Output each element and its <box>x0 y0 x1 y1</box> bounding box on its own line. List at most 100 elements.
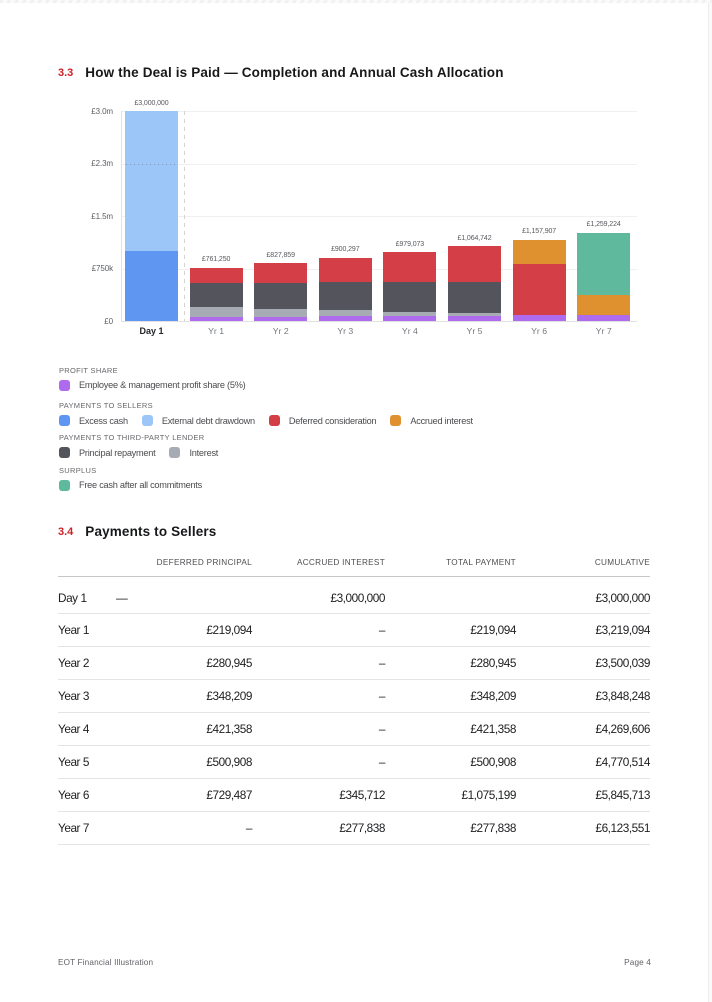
table-cell: Year 5 <box>58 745 110 779</box>
x-axis-tick-label-yr-4: Yr 4 <box>401 326 418 336</box>
legend-items-row: Employee & management profit share (5%) <box>59 379 259 391</box>
bar-segment-interest <box>448 313 501 316</box>
bar-segment-interest <box>189 307 243 318</box>
cash-allocation-stacked-bar-chart: £0 £750k £1.5m £2.3m £3.0m £3,000,000 Day 1 £76… <box>58 95 654 343</box>
legend-items-row: Principal repayment Interest <box>59 447 232 459</box>
legend-item-deferred-consideration: Deferred consideration <box>268 415 377 427</box>
legend-item-principal-repayment: Principal repayment <box>59 447 156 459</box>
legend-group-label: PAYMENTS TO THIRD-PARTY LENDER <box>59 433 205 442</box>
table-cell: £729,487 <box>110 778 252 812</box>
table-cell: £3,500,039 <box>516 646 650 680</box>
legend-swatch-icon <box>141 415 153 426</box>
legend-swatch-icon <box>390 415 402 426</box>
table-cell: – <box>252 712 385 746</box>
x-axis-tick-label-yr-7: Yr 7 <box>595 326 612 336</box>
table-cell: Year 2 <box>58 646 110 680</box>
x-axis-tick-label-yr-2: Yr 2 <box>272 326 289 336</box>
table-cell: – <box>252 613 385 647</box>
table-cell: £219,094 <box>385 613 516 647</box>
table-cell: £277,838 <box>252 811 385 845</box>
section-3-3-number: 3.3 <box>58 67 74 79</box>
section-3-4-heading: 3.4 Payments to Sellers <box>58 523 216 541</box>
table-cell: £4,770,514 <box>516 745 650 779</box>
table-row-year-6: Year 6 £729,487 £345,712 £1,075,199 £5,845,7… <box>58 778 650 812</box>
bar-total-label-yr-6: £1,157,907 <box>522 228 557 236</box>
bar-segment-deferred-consideration <box>512 264 566 316</box>
footer-page-number: Page 4 <box>624 957 651 967</box>
table-cell: £3,000,000 <box>252 576 385 614</box>
bar-segment-employee-management-profit-share-5 <box>577 314 631 321</box>
legend-group-label: SURPLUS <box>59 465 97 475</box>
table-header-cumulative: CUMULATIVE <box>516 556 650 577</box>
table-cell: £5,845,713 <box>516 778 650 812</box>
y-axis-tick-label: £750k <box>91 264 113 273</box>
table-row-year-4: Year 4 £421,358– £421,358 £4,269,606 <box>58 712 650 746</box>
legend-item-employee-management-profit-share-5: Employee & management profit share (5%) <box>59 379 246 391</box>
legend-item-free-cash-after-all-commitments: Free cash after all commitments <box>59 479 202 491</box>
gridline-15m <box>120 216 637 217</box>
bar-segment-principal-repayment <box>189 283 243 308</box>
table-cell: £421,358 <box>385 712 516 746</box>
legend-swatch-icon <box>59 447 70 458</box>
legend-items-row: Excess cash External debt drawdown Deferre… <box>59 415 487 427</box>
legend-group-label: PROFIT SHARE <box>59 365 118 375</box>
bar-segment-deferred-consideration <box>189 267 243 284</box>
legend-item-label: Excess cash <box>79 415 128 426</box>
gridline-750k <box>120 268 637 270</box>
table-header-accrued-interest: ACCRUED INTEREST <box>252 556 385 577</box>
bar-segment-employee-management-profit-share-5 <box>318 316 372 321</box>
bar-total-label-yr-2: £827,859 <box>266 251 295 259</box>
bar-segment-principal-repayment <box>383 281 437 312</box>
page-right-edge-line <box>708 3 709 1002</box>
bar-segment-principal-repayment <box>254 282 308 309</box>
table-row-year-2: Year 2 £280,945– £280,945 £3,500,039 <box>58 646 650 680</box>
bar-segment-employee-management-profit-share-5 <box>189 317 243 321</box>
table-cell: £4,269,606 <box>516 712 650 746</box>
y-axis-tick-label: £2.3m <box>91 159 113 168</box>
x-axis-tick-label-yr-5: Yr 5 <box>466 326 483 336</box>
bar-total-label-yr-4: £979,073 <box>395 240 425 248</box>
legend-item-label: Deferred consideration <box>288 415 377 426</box>
payments-to-sellers-table: DEFERRED PRINCIPAL ACCRUED INTEREST TOTAL … <box>58 556 650 845</box>
footer-document-title: EOT Financial Illustration <box>58 957 154 967</box>
table-cell: Year 4 <box>58 712 110 746</box>
gridline-0 <box>120 321 637 322</box>
legend-swatch-icon <box>169 447 181 458</box>
bar-segment-accrued-interest <box>512 239 566 265</box>
table-cell: £3,000,000 <box>516 576 650 614</box>
legend-item-label: Free cash after all commitments <box>79 480 202 490</box>
bar-segment-deferred-consideration <box>448 246 501 282</box>
bar-segment-interest <box>318 310 372 317</box>
bar-segment-external-debt-drawdown <box>125 111 178 251</box>
section-3-3-heading: 3.3 How the Deal is Paid — Completion and… <box>58 64 504 82</box>
legend-swatch-icon <box>59 479 70 491</box>
table-cell: £348,209 <box>385 679 516 713</box>
legend-swatch-icon <box>59 379 70 391</box>
bar-segment-deferred-consideration <box>254 263 308 283</box>
bar-total-label-yr-3: £900,297 <box>331 246 360 254</box>
x-axis-tick-label-day-1: Day 1 <box>139 326 164 336</box>
table-cell: £500,908 <box>385 745 516 779</box>
table-cell: – <box>252 745 385 779</box>
table-cell: Day 1 <box>58 576 110 614</box>
table-cell: £280,945 <box>385 646 516 680</box>
table-header-row: DEFERRED PRINCIPAL ACCRUED INTEREST TOTAL … <box>58 556 650 577</box>
table-row-year-1: Year 1 £219,094– £219,094 £3,219,094 <box>58 613 650 647</box>
section-3-4-title: Payments to Sellers <box>85 524 217 539</box>
legend-group-profit-share: PROFIT SHARE Employee & management profit… <box>59 366 259 392</box>
bar-total-label-yr-1: £761,250 <box>201 256 231 264</box>
bar-segment-deferred-consideration <box>383 252 437 282</box>
page-right-margin <box>709 3 712 1002</box>
table-cell: – <box>252 646 385 680</box>
bar-total-label-yr-5: £1,064,742 <box>457 234 492 242</box>
legend-item-external-debt-drawdown: External debt drawdown <box>141 415 255 427</box>
legend-group-payments-to-third-party-lender: PAYMENTS TO THIRD-PARTY LENDER Principal … <box>59 433 232 459</box>
y-axis-tick-label: £3.0m <box>91 106 113 116</box>
legend-item-label: Employee & management profit share (5%) <box>79 380 246 390</box>
legend-item-interest: Interest <box>169 447 218 459</box>
bar-segment-excess-cash <box>125 251 178 321</box>
gridline-23m <box>120 163 637 165</box>
table-cell: £345,712 <box>252 778 385 812</box>
legend-swatch-icon <box>59 415 70 426</box>
